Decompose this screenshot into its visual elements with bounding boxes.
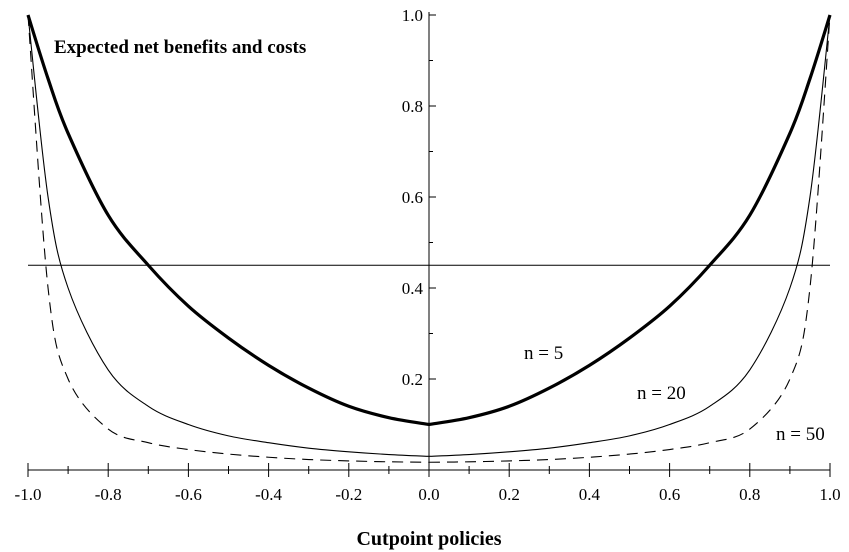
x-tick-label: 0.4 bbox=[579, 485, 601, 504]
series-label-n20: n = 20 bbox=[637, 383, 686, 404]
series-line-2 bbox=[27, 14, 831, 463]
series-line-0 bbox=[26, 14, 832, 427]
chart-title: Expected net benefits and costs bbox=[54, 37, 306, 58]
y-tick-label: 0.4 bbox=[402, 279, 424, 298]
y-tick-label: 0.8 bbox=[402, 97, 423, 116]
y-tick-label: 0.2 bbox=[402, 370, 423, 389]
series-group bbox=[26, 14, 832, 463]
series-line-1 bbox=[27, 14, 831, 457]
x-tick-label: -1.0 bbox=[15, 485, 42, 504]
axes: -1.0 -0.8 -0.6 -0.4 -0.2 0.0 0.2 0.4 0.6 0.8 1.0 0.… bbox=[15, 6, 841, 504]
x-tick-label: 0.2 bbox=[499, 485, 520, 504]
x-tick-label: -0.4 bbox=[255, 485, 282, 504]
series-label-n5: n = 5 bbox=[524, 343, 563, 364]
x-tick-label: -0.2 bbox=[335, 485, 362, 504]
x-tick-label: 0.8 bbox=[739, 485, 760, 504]
x-tick-label: 0.0 bbox=[418, 485, 439, 504]
x-axis-label: Cutpoint policies bbox=[356, 528, 501, 550]
y-tick-label: 1.0 bbox=[402, 6, 423, 25]
series-label-n50: n = 50 bbox=[776, 424, 825, 445]
x-tick-label: -0.6 bbox=[175, 485, 202, 504]
x-tick-label: 0.6 bbox=[659, 485, 680, 504]
y-tick-label: 0.6 bbox=[402, 188, 423, 207]
x-tick-label: -0.8 bbox=[95, 485, 122, 504]
x-tick-label: 1.0 bbox=[819, 485, 840, 504]
